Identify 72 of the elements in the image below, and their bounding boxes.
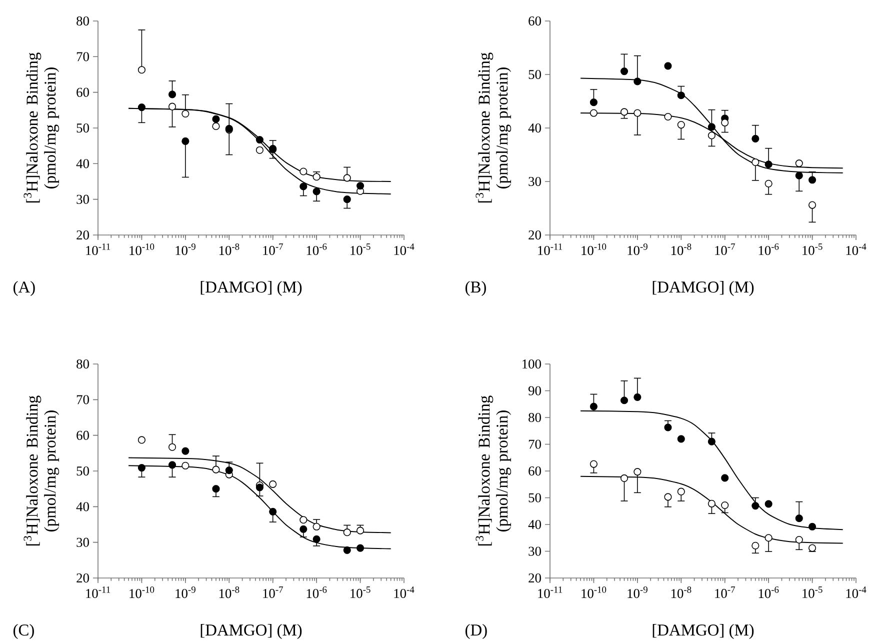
x-tick-label: 10$^{-4}$ (846, 586, 866, 598)
x-tick-label: 10$^{-6}$ (306, 243, 327, 256)
y-tick-label: 50 (76, 466, 89, 476)
x-tick-label: 10$^{-7}$ (263, 586, 283, 598)
y-tick-label: 70 (528, 440, 541, 449)
x-tick-label: 10$^{-11}$ (538, 586, 562, 598)
y-tick-label: 30 (76, 538, 89, 547)
y-tick-label: 50 (528, 493, 541, 502)
text: (C) (13, 624, 34, 639)
y-tick-label: 80 (528, 412, 541, 422)
x-tick-label: 10$^{-9}$ (628, 243, 648, 256)
x-tick-label: 10$^{-9}$ (628, 586, 648, 598)
x-tick-label: 10$^{-4}$ (846, 243, 866, 256)
y-tick-label: 50 (528, 70, 541, 80)
y-tick-label: 90 (528, 386, 541, 396)
x-tick-label: 10$^{-8}$ (219, 586, 240, 598)
y-tick-label: 40 (76, 159, 89, 168)
x-tick-label: 10$^{-11}$ (538, 243, 562, 256)
x-tick-label: 10$^{-7}$ (715, 243, 735, 255)
y-tick-label: 100 (522, 359, 541, 369)
x-tick-label: 10$^{-8}$ (671, 243, 692, 256)
y-tick-label: 50 (76, 123, 89, 133)
x-axis-title: [DAMGO] (M) (652, 281, 754, 296)
y-tick-label: 30 (528, 546, 541, 556)
x-tick-label: 10$^{-10}$ (582, 586, 606, 598)
y-axis-title: [$^{3}$H]Naloxone Binding (pmol/mg protein) (24, 52, 60, 202)
y-tick-label: 60 (528, 16, 541, 26)
x-tick-label: 10$^{-5}$ (350, 243, 370, 255)
x-tick-label: 10$^{-8}$ (671, 586, 692, 598)
y-tick-label: 20 (528, 230, 541, 240)
y-tick-label: 40 (528, 520, 541, 530)
x-tick-label: 10$^{-5}$ (802, 586, 822, 598)
x-tick-label: 10$^{-11}$ (86, 243, 110, 256)
x-tick-label: 10$^{-4}$ (394, 243, 414, 256)
x-tick-label: 10$^{-6}$ (306, 586, 327, 598)
text: (D) (466, 624, 487, 639)
y-tick-label: 80 (76, 359, 89, 369)
y-tick-label: 60 (76, 88, 89, 97)
y-tick-label: 20 (76, 230, 89, 240)
y-tick-label: 40 (76, 502, 89, 512)
x-tick-label: 10$^{-6}$ (758, 586, 779, 598)
y-axis-title: [$^{3}$H]Naloxone Binding (pmol/mg protein) (476, 396, 512, 546)
y-axis-title: [$^{3}$H]Naloxone Binding (pmol/mg protein) (24, 396, 60, 546)
x-tick-label: 10$^{-11}$ (86, 586, 110, 598)
x-axis-title: [DAMGO] (M) (200, 624, 302, 639)
y-tick-label: 70 (76, 52, 89, 62)
x-tick-label: 10$^{-9}$ (176, 586, 196, 598)
y-tick-label: 20 (528, 573, 541, 583)
y-tick-label: 60 (528, 466, 541, 476)
y-tick-label: 70 (76, 395, 89, 404)
text: (B) (466, 281, 486, 296)
y-tick-label: 40 (528, 123, 541, 133)
x-tick-label: 10$^{-5}$ (350, 586, 370, 598)
x-tick-label: 10$^{-10}$ (130, 586, 154, 598)
y-tick-label: 60 (76, 430, 89, 440)
x-axis-title: [DAMGO] (M) (652, 624, 754, 639)
x-tick-label: 10$^{-6}$ (758, 243, 779, 256)
x-tick-label: 10$^{-4}$ (394, 586, 414, 598)
x-axis-title: [DAMGO] (M) (200, 281, 302, 296)
y-axis-title: [$^{3}$H]Naloxone Binding (pmol/mg protein) (476, 52, 512, 202)
text: (A) (13, 281, 35, 296)
y-tick-label: 20 (76, 573, 89, 583)
x-tick-label: 10$^{-10}$ (130, 243, 154, 256)
x-tick-label: 10$^{-7}$ (715, 586, 735, 598)
x-tick-label: 10$^{-10}$ (582, 243, 606, 256)
y-tick-label: 30 (528, 176, 541, 186)
x-tick-label: 10$^{-9}$ (176, 243, 196, 256)
y-tick-label: 30 (76, 194, 89, 204)
x-tick-label: 10$^{-8}$ (219, 243, 240, 256)
y-tick-label: 80 (76, 16, 89, 26)
x-tick-label: 10$^{-7}$ (263, 243, 283, 255)
x-tick-label: 10$^{-5}$ (802, 243, 822, 255)
